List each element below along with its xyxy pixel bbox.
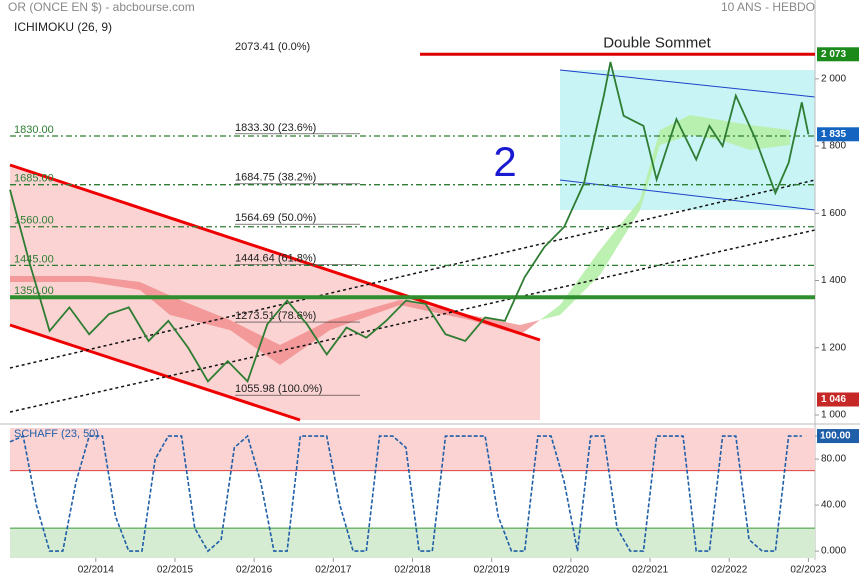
annotation: Double Sommet [603,34,711,51]
chart-subtitle: 10 ANS - HEBDO [721,0,815,14]
y-tick-label: 1 800 [821,141,846,152]
panel-title: SCHAFF (23, 50) [14,428,99,440]
price-tag [817,392,859,407]
support-label: 1830.00 [14,124,54,136]
chart-title: OR (ONCE EN $) - abcbourse.com [8,0,195,14]
fib-label: 1564.69 (50.0%) [235,212,316,224]
support-label: 1685.00 [14,173,54,185]
fib-label: 1055.98 (100.0%) [235,383,322,395]
overbought-zone [10,428,815,471]
x-tick-label: 02/2018 [394,565,431,576]
x-tick-label: 02/2021 [632,565,669,576]
price-tag-label: 1 835 [821,129,846,140]
price-tag-label: 100.00 [820,431,851,442]
y-tick-label: 1 400 [821,275,846,286]
channel-line [559,69,816,98]
x-tick-label: 02/2016 [236,565,273,576]
y-tick-label: 80.00 [821,454,846,465]
y-tick-label: 40.00 [821,500,846,511]
y-tick-label: 1 200 [821,342,846,353]
fib-label: 1684.75 (38.2%) [235,172,316,184]
fib-label: 2073.41 (0.0%) [235,41,310,53]
price-tag [817,47,859,62]
fib-label: 1833.30 (23.6%) [235,122,316,134]
x-tick-label: 02/2020 [553,565,590,576]
x-tick-label: 02/2022 [711,565,748,576]
support-label: 1445.00 [14,253,54,265]
y-tick-label: 2 000 [821,73,846,84]
price-tag-label: 1 046 [821,394,846,405]
x-tick-label: 02/2017 [315,565,352,576]
price-tag-label: 2 073 [821,49,846,60]
ichimoku-cloud-red [10,276,540,365]
indicator-label: ICHIMOKU (26, 9) [14,20,112,34]
channel-line [9,323,301,422]
x-tick-label: 02/2023 [790,565,827,576]
y-tick-label: 1 000 [821,410,846,421]
y-tick-label: 0.000 [821,546,846,557]
support-label: 1350.00 [14,285,54,297]
ichimoku-cloud-green [540,115,790,320]
x-tick-label: 02/2014 [78,565,115,576]
price-line [9,61,810,384]
support-label: 1560.00 [14,215,54,227]
schaff-line [9,434,802,553]
fib-label: 1444.64 (61.8%) [235,252,316,264]
fib-label: 1273.51 (78.6%) [235,310,316,322]
down-channel-area [10,165,540,420]
wave-label: 2 [493,138,516,185]
price-tag [817,127,859,142]
y-tick-label: 1 600 [821,208,846,219]
x-tick-label: 02/2019 [474,565,511,576]
price-tag [817,429,859,444]
x-tick-label: 02/2015 [157,565,194,576]
channel-line [9,163,541,342]
